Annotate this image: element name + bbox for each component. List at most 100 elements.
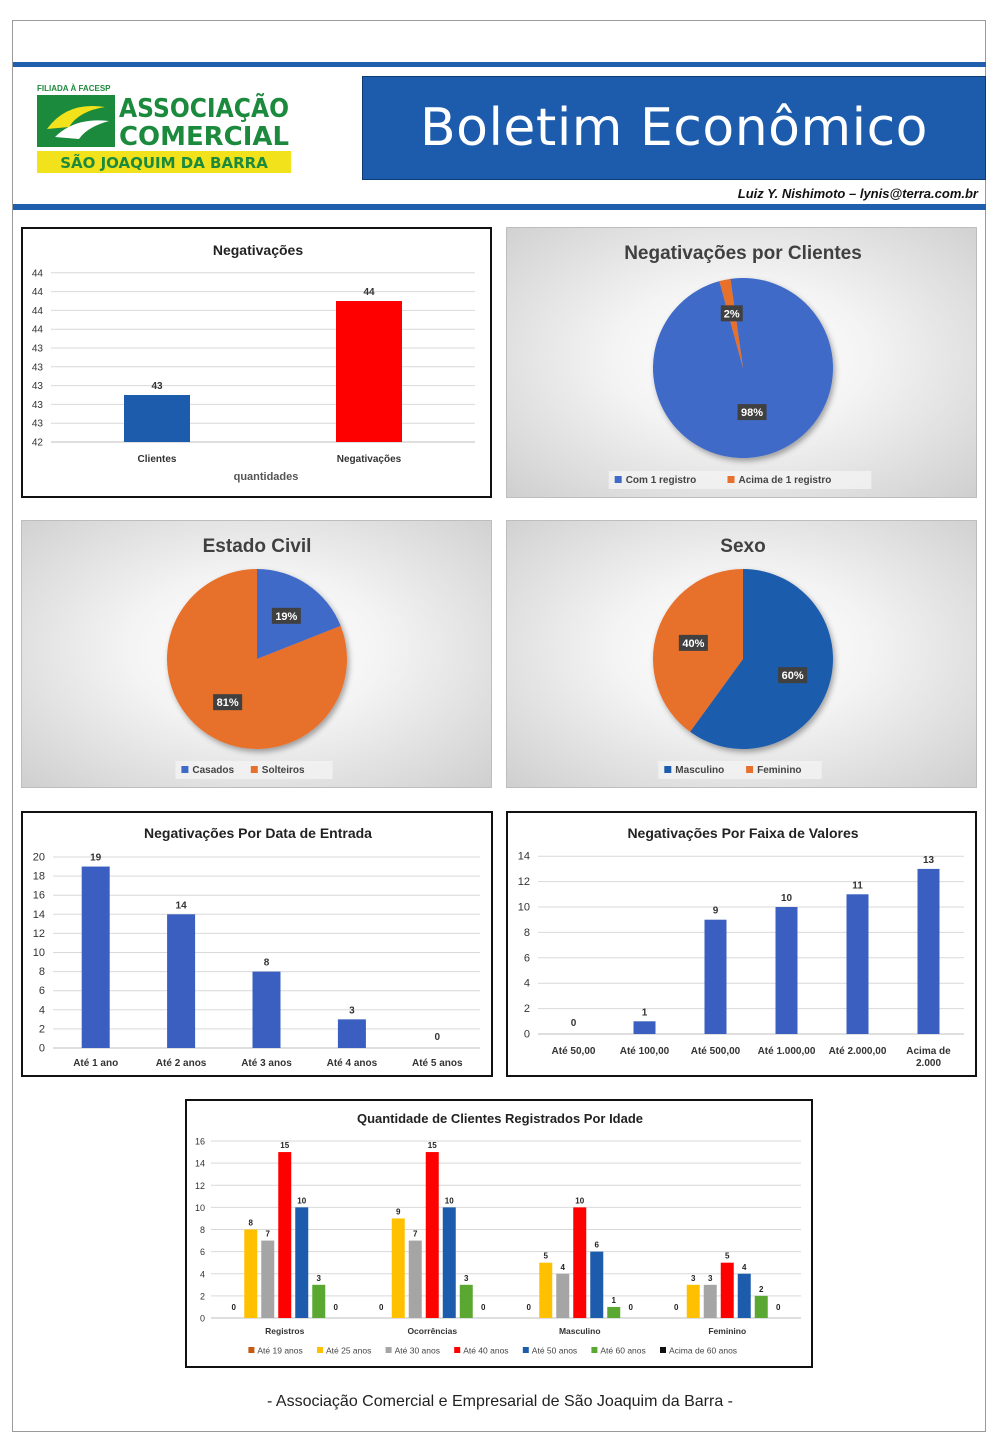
data-label: 60% [782, 670, 804, 682]
y-tick-label: 10 [518, 902, 530, 914]
bar-2-4 [425, 1152, 439, 1318]
bar-1-4 [278, 1152, 292, 1318]
y-tick-label: 4 [524, 978, 530, 990]
bar-4-6 [754, 1295, 768, 1318]
data-label: 6 [595, 1241, 600, 1250]
legend-label: Até 60 anos [600, 1346, 645, 1356]
legend-swatch [250, 766, 258, 773]
bar-3 [704, 919, 727, 1034]
legend-swatch [660, 1347, 666, 1353]
bar-4 [775, 907, 798, 1034]
x-tick-label: Até 3 anos [241, 1058, 292, 1069]
data-label: 10 [575, 1196, 584, 1205]
x-tick-label: Até 500,00 [691, 1046, 741, 1057]
y-tick-label: 8 [524, 927, 530, 939]
x-tick-label: 2.000 [916, 1058, 941, 1069]
data-label: 15 [280, 1141, 289, 1150]
x-tick-label: Clientes [138, 454, 177, 465]
x-tick-label: Até 50,00 [552, 1046, 596, 1057]
data-label: 0 [776, 1303, 781, 1312]
bar-1 [124, 395, 190, 442]
chart-sexo: Sexo 60% 40% Masculino Feminino [506, 520, 977, 788]
bar-6 [917, 868, 940, 1034]
x-axis-title: quantidades [234, 471, 299, 483]
pie-group [653, 569, 833, 749]
data-label: 98% [741, 407, 763, 419]
legend-swatch [385, 1347, 392, 1353]
data-label: 0 [481, 1303, 486, 1312]
chart-negativacoes-por-clientes: Negativações por Clientes 98% 2% Com 1 regi… [506, 227, 977, 498]
data-label: 44 [363, 287, 375, 298]
data-label: 7 [266, 1230, 271, 1239]
y-tick-label: 44 [32, 287, 44, 298]
x-tick-label: Até 100,00 [620, 1046, 670, 1057]
y-tick-label: 4 [200, 1269, 205, 1279]
bar-1-2 [244, 1229, 258, 1318]
chart-estado-civil-svg: Estado Civil 19% 81% Casados Solteiros [166, 536, 347, 779]
bar-4-3 [703, 1284, 717, 1318]
data-label: 10 [445, 1196, 454, 1205]
chart-negativacoes: Negativações 42 43 43 43 43 43 44 44 44 44 43 Client… [21, 227, 492, 498]
data-label: 0 [527, 1303, 532, 1312]
bar-2-5 [442, 1207, 456, 1318]
y-tick-label: 44 [32, 325, 44, 336]
y-tick-label: 43 [32, 344, 44, 355]
logo-line2: COMERCIAL [119, 122, 289, 152]
data-label: 9 [713, 906, 719, 917]
chart-title: Estado Civil [203, 536, 312, 557]
title-box: Boletim Econômico [362, 76, 986, 180]
x-tick-label: Feminino [708, 1326, 746, 1336]
chart-idade-svg: Quantidade de Clientes Registrados Por I… [195, 1111, 801, 1356]
y-tick-label: 2 [200, 1291, 205, 1301]
data-label: 19 [90, 853, 102, 864]
y-tick-label: 14 [33, 909, 45, 921]
y-tick-label: 18 [33, 871, 45, 883]
x-tick-label: Até 2 anos [156, 1058, 207, 1069]
data-label: 8 [264, 958, 270, 969]
x-tick-label: Até 2.000,00 [829, 1046, 887, 1057]
y-tick-label: 43 [32, 362, 44, 373]
data-label: 3 [349, 1005, 355, 1016]
x-tick-label: Negativações [337, 454, 402, 465]
logo-band [37, 151, 291, 173]
chart-title: Negativações por Clientes [624, 243, 862, 264]
bar-3-2 [539, 1262, 553, 1318]
bar-4-5 [737, 1273, 751, 1318]
bar-5 [846, 894, 869, 1034]
legend-swatch [248, 1347, 255, 1353]
pie-slice-2 [719, 278, 743, 368]
y-tick-label: 42 [32, 438, 44, 449]
data-label-box [271, 607, 301, 624]
y-tick-label: 0 [39, 1043, 45, 1055]
legend-swatch [614, 476, 622, 483]
legend-label: Solteiros [262, 765, 305, 776]
legend-swatch [746, 766, 754, 773]
footer-text: - Associação Comercial e Empresarial de … [267, 1393, 733, 1410]
bar-4 [337, 1019, 366, 1048]
data-label: 1 [612, 1296, 617, 1305]
legend-label: Até 19 anos [257, 1346, 302, 1356]
y-tick-label: 16 [195, 1137, 205, 1147]
y-tick-label: 4 [39, 1004, 45, 1016]
legend-swatch [591, 1347, 598, 1353]
data-label: 19% [275, 611, 297, 623]
x-tick-label: Acima de [906, 1046, 951, 1057]
x-tick-label: Ocorrências [407, 1326, 457, 1336]
y-tick-label: 44 [32, 268, 44, 279]
bar-1-6 [312, 1284, 326, 1318]
y-tick-label: 12 [195, 1181, 205, 1191]
data-label: 2% [724, 308, 740, 320]
y-tick-label: 0 [200, 1314, 205, 1324]
y-tick-label: 0 [524, 1029, 530, 1041]
data-label: 40% [682, 638, 704, 650]
bar-2-6 [459, 1284, 473, 1318]
chart-title: Quantidade de Clientes Registrados Por I… [357, 1111, 643, 1126]
legend-label: Acima de 60 anos [669, 1346, 737, 1356]
bar-1 [81, 866, 110, 1048]
legend-swatch [727, 476, 735, 483]
legend-bg [608, 471, 872, 489]
x-tick-label: Masculino [559, 1326, 601, 1336]
page-frame [12, 20, 986, 1432]
bar-3-5 [590, 1251, 604, 1318]
logo-swoosh-icon [47, 105, 105, 129]
